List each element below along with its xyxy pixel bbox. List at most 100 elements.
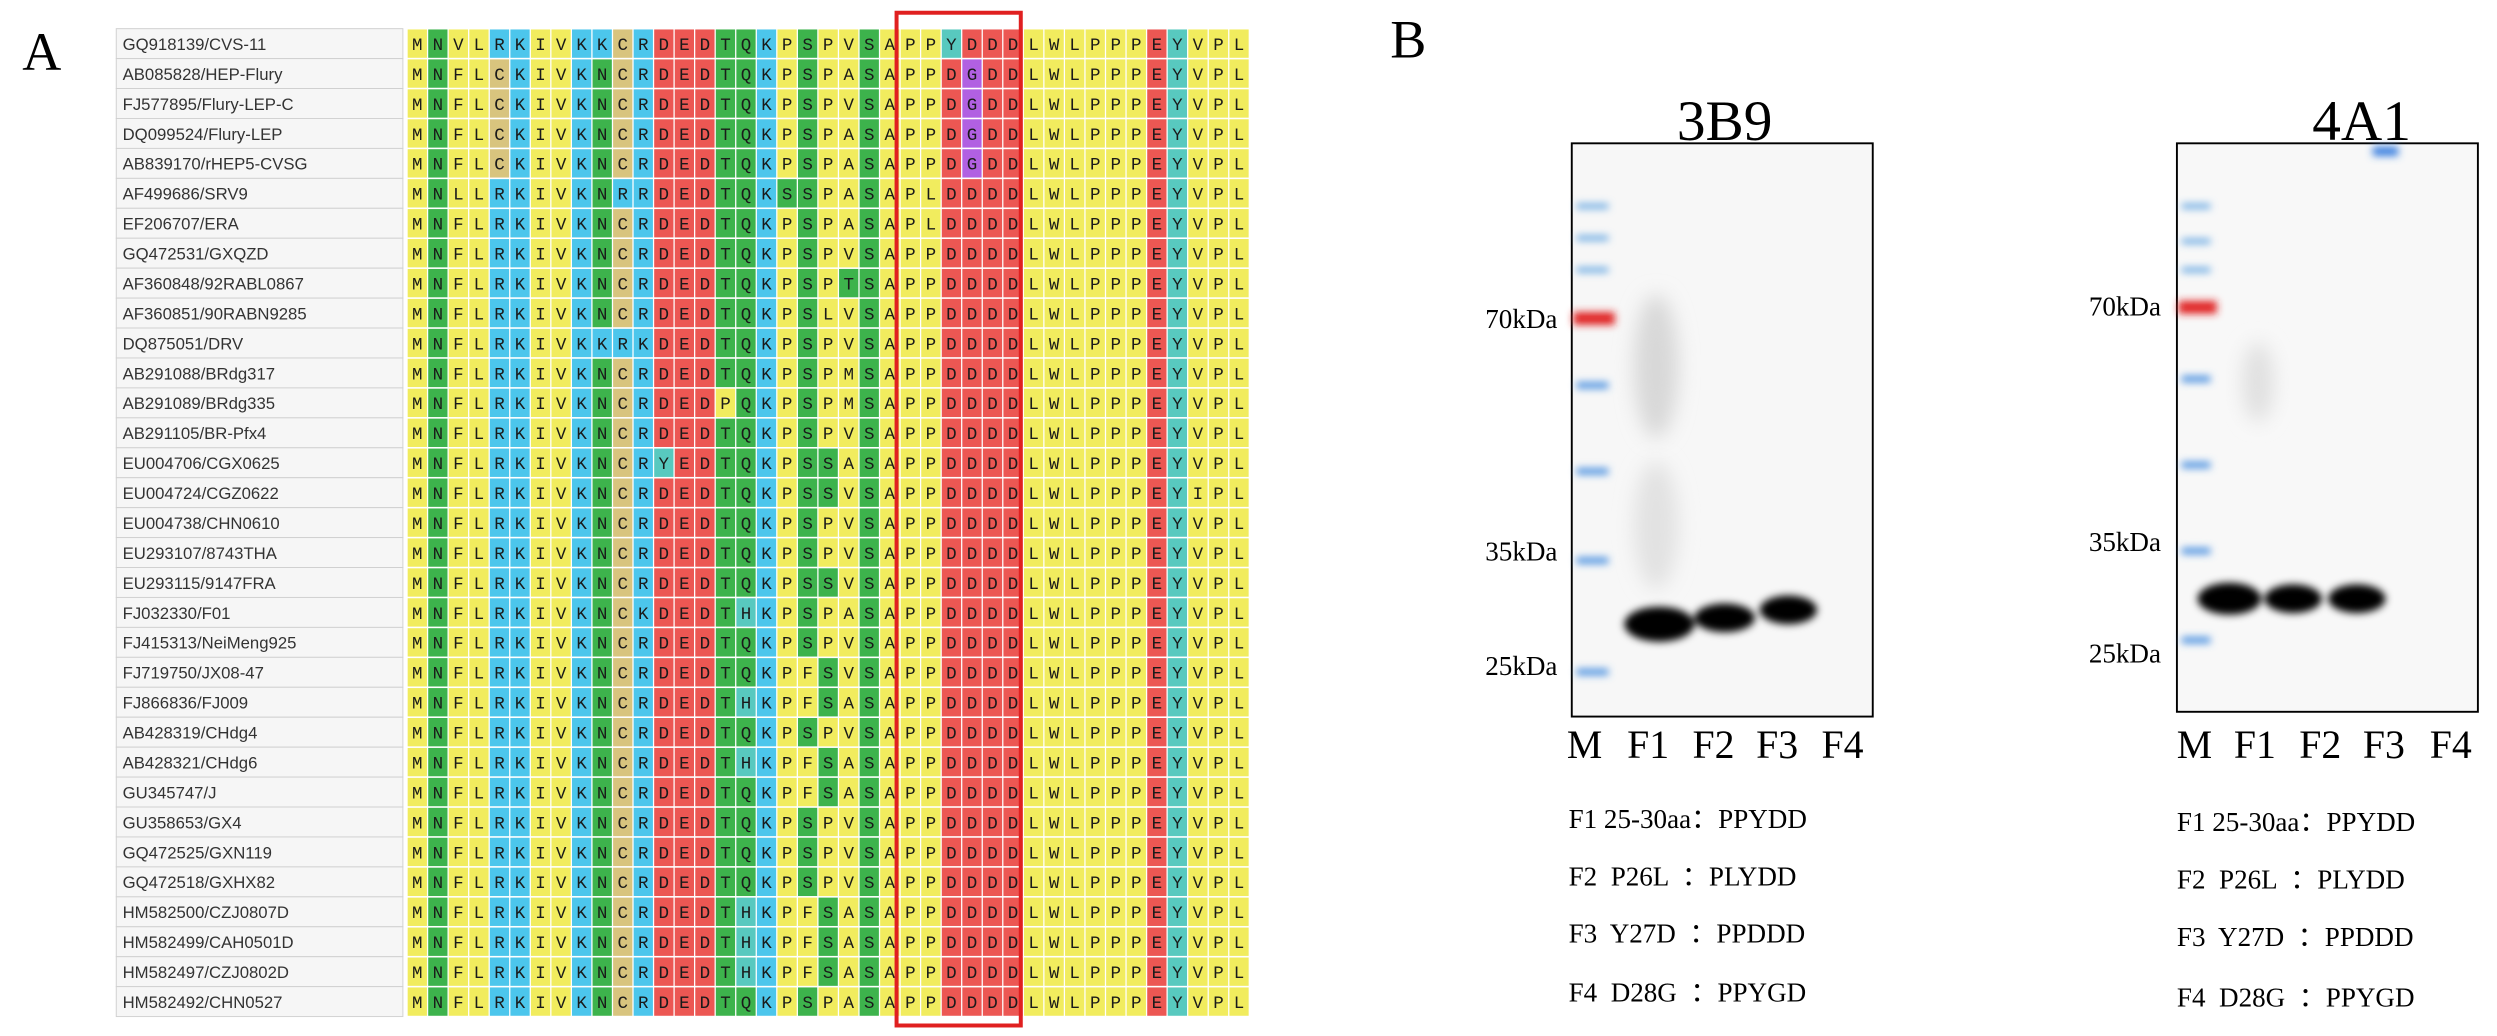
residue-cell <box>1044 179 1064 208</box>
residue-cell <box>551 628 571 657</box>
residue-cell <box>962 418 982 447</box>
residue-cell <box>530 328 551 358</box>
residue-cell <box>1044 658 1064 687</box>
residue-cell <box>633 987 653 1016</box>
residue-cell <box>469 598 489 627</box>
residue-cell <box>715 209 736 238</box>
residue-cell <box>1106 867 1126 897</box>
residue-cell <box>1167 688 1188 717</box>
name-cell <box>115 28 404 60</box>
residue-cell <box>1188 598 1208 627</box>
residue-cell <box>448 478 469 507</box>
residue-cell <box>695 388 715 418</box>
residue-cell <box>839 179 859 208</box>
residue-cell <box>510 89 530 118</box>
residue-cell <box>1003 837 1023 867</box>
residue-cell <box>1126 418 1146 447</box>
name-cell <box>115 297 404 329</box>
residue-cell <box>633 807 653 837</box>
residue-cell <box>1065 418 1085 447</box>
residue-cell <box>818 957 838 986</box>
residue-cell <box>839 59 859 88</box>
residue-cell <box>941 448 962 477</box>
residue-cell <box>1003 957 1023 986</box>
residue-cell <box>941 658 962 687</box>
residue-cell <box>428 179 448 208</box>
residue-cell <box>1208 149 1229 178</box>
residue-cell <box>736 418 756 447</box>
residue-cell <box>736 29 756 58</box>
residue-cell <box>1023 478 1044 507</box>
residue-cell <box>962 897 982 926</box>
residue-cell <box>900 478 920 507</box>
residue-cell <box>407 598 427 627</box>
note: F4 D28G ：PPYGD <box>2177 982 2415 1012</box>
residue-cell <box>736 807 756 837</box>
residue-cell <box>572 777 592 807</box>
residue-cell <box>530 239 551 268</box>
residue-cell <box>510 957 530 986</box>
residue-cell <box>1085 508 1105 537</box>
residue-cell <box>1003 358 1023 388</box>
residue-cell <box>1229 89 1249 118</box>
residue-cell <box>756 777 777 807</box>
residue-cell <box>448 807 469 837</box>
residue-cell <box>797 268 818 298</box>
residue-cell <box>530 268 551 298</box>
residue-cell <box>715 179 736 208</box>
residue-cell <box>777 747 797 777</box>
residue-cell <box>941 807 962 837</box>
residue-cell <box>859 957 879 986</box>
residue-cell <box>839 957 859 986</box>
residue-cell <box>407 388 427 418</box>
residue-cell <box>982 179 1003 208</box>
residue-cell <box>1147 628 1167 657</box>
residue-cell <box>1106 239 1126 268</box>
residue-cell <box>407 298 427 328</box>
residue-cell <box>1065 957 1085 986</box>
residue-cell <box>530 149 551 178</box>
residue-cell <box>1126 478 1146 507</box>
sequence-name: DQ099524/Flury-LEP <box>123 125 283 144</box>
residue-cell <box>797 957 818 986</box>
residue-cell <box>1167 268 1188 298</box>
residue-cell <box>756 598 777 627</box>
residue-cell <box>592 927 612 956</box>
residue-cell <box>1065 718 1085 747</box>
residue-cell <box>1106 478 1126 507</box>
residue-cell <box>448 29 469 58</box>
residue-cell <box>674 478 695 507</box>
residue-cell <box>613 268 633 298</box>
residue-cell <box>510 179 530 208</box>
residue-cell <box>756 119 777 148</box>
residue-cell <box>592 448 612 477</box>
residue-cell <box>489 268 510 298</box>
residue-cell <box>1003 89 1023 118</box>
residue-cell <box>715 149 736 178</box>
marker-label: 25kDa <box>1485 651 1557 681</box>
lane-label: F2 <box>2299 723 2341 767</box>
residue-cell <box>921 149 941 178</box>
residue-cell <box>777 268 797 298</box>
residue-cell <box>859 388 879 418</box>
residue-cell <box>859 448 879 477</box>
residue-cell <box>448 538 469 567</box>
residue-cell <box>489 807 510 837</box>
residue-cell <box>921 598 941 627</box>
residue-cell <box>654 987 674 1016</box>
residue-cell <box>633 897 653 926</box>
name-cell <box>115 716 404 748</box>
residue-cell <box>1106 658 1126 687</box>
residue-cell <box>530 478 551 507</box>
residue-cell <box>1106 957 1126 986</box>
name-cell <box>115 986 404 1018</box>
residue-cell <box>1167 239 1188 268</box>
residue-cell <box>1147 89 1167 118</box>
residue-cell <box>839 89 859 118</box>
residue-cell <box>1147 568 1167 597</box>
residue-cell <box>674 328 695 358</box>
name-cell <box>115 746 404 778</box>
residue-cell <box>613 837 633 867</box>
residue-cell <box>962 837 982 867</box>
residue-cell <box>674 837 695 867</box>
